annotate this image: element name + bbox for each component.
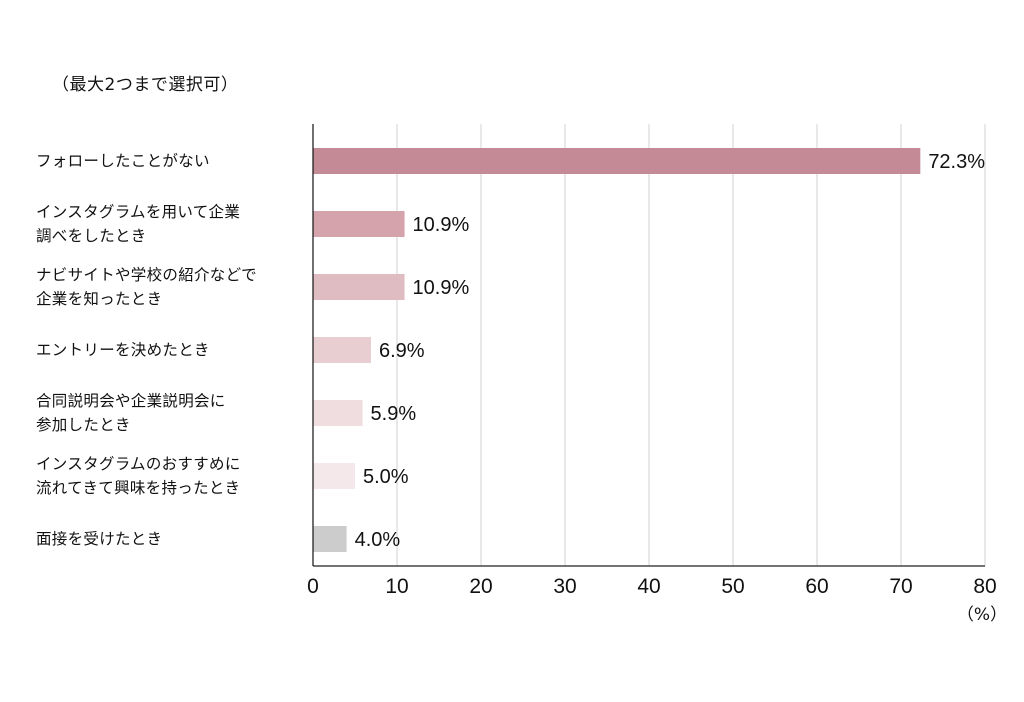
x-tick-label-60: 60 xyxy=(805,575,828,598)
value-label-2: 10.9% xyxy=(413,277,470,299)
value-label-5: 5.0% xyxy=(363,466,409,488)
value-label-1: 10.9% xyxy=(413,214,470,236)
value-label-0: 72.3% xyxy=(928,151,985,173)
x-tick-label-0: 0 xyxy=(307,575,319,598)
bar-3 xyxy=(313,337,371,363)
bar-1 xyxy=(313,211,405,237)
x-unit-label: （%） xyxy=(957,605,1007,625)
bar-4 xyxy=(313,400,363,426)
chart-subtitle: （最大2つまで選択可） xyxy=(52,75,239,95)
value-label-3: 6.9% xyxy=(379,340,425,362)
category-label-0: フォローしたことがない xyxy=(36,152,210,170)
category-label-6: 面接を受けたとき xyxy=(36,530,163,548)
x-tick-label-40: 40 xyxy=(637,575,660,598)
x-tick-label-30: 30 xyxy=(553,575,576,598)
x-tick-label-20: 20 xyxy=(469,575,492,598)
x-tick-label-50: 50 xyxy=(721,575,744,598)
category-label-1: インスタグラムを用いて企業 調べをしたとき xyxy=(36,203,241,245)
category-label-3: エントリーを決めたとき xyxy=(36,341,210,359)
x-tick-label-80: 80 xyxy=(973,575,996,598)
x-tick-label-10: 10 xyxy=(385,575,408,598)
bar-5 xyxy=(313,463,355,489)
category-label-5: インスタグラムのおすすめに 流れてきて興味を持ったとき xyxy=(36,455,241,497)
bar-6 xyxy=(313,526,347,552)
category-label-2: ナビサイトや学校の紹介などで 企業を知ったとき xyxy=(36,266,257,308)
category-label-4: 合同説明会や企業説明会に 参加したとき xyxy=(36,392,226,434)
bar-0 xyxy=(313,148,921,174)
x-tick-label-70: 70 xyxy=(889,575,912,598)
value-label-4: 5.9% xyxy=(371,403,417,425)
bar-2 xyxy=(313,274,405,300)
value-label-6: 4.0% xyxy=(355,529,401,551)
